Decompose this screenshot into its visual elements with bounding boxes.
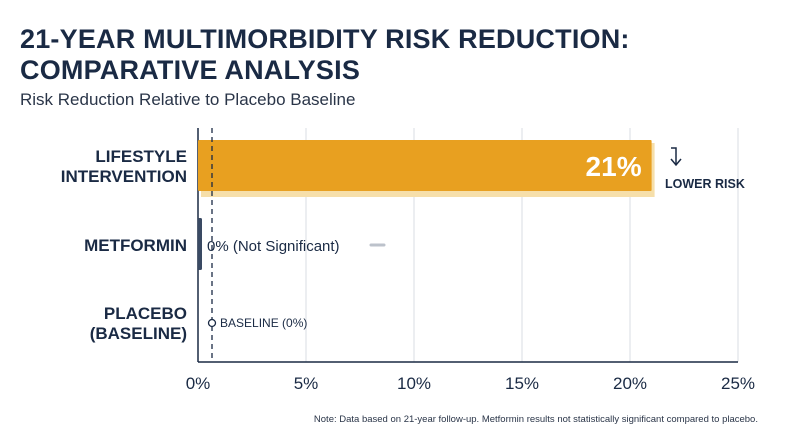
chart-title-line-2: COMPARATIVE ANALYSIS [20,55,361,85]
chart-subtitle: Risk Reduction Relative to Placebo Basel… [20,90,356,109]
x-tick-label: 20% [613,374,647,393]
chart-title-line-1: 21-YEAR MULTIMORBIDITY RISK REDUCTION: [20,24,630,54]
bar-metformin [198,218,202,270]
baseline-marker [207,318,217,328]
bar-lifestyle-intervention [198,140,652,191]
x-tick-label: 5% [294,374,319,393]
x-tick-label: 10% [397,374,431,393]
arrow-icon [671,147,677,164]
value-label: BASELINE (0%) [220,316,307,330]
category-label: LIFESTYLE INTERVENTION [61,147,187,186]
chart-title: 21-YEAR MULTIMORBIDITY RISK REDUCTION: C… [20,24,630,86]
x-tick-label: 25% [721,374,755,393]
value-label: 21% [586,151,642,182]
value-label: 0% (Not Significant) [207,238,340,255]
x-tick-label: 15% [505,374,539,393]
x-tick-label: 0% [186,374,211,393]
annotation-lower-risk: LOWER RISK [665,177,745,191]
footnote: Note: Data based on 21-year follow-up. M… [313,414,758,425]
arrow-head-icon [670,158,682,167]
category-label: PLACEBO (BASELINE) [90,304,187,343]
category-label: METFORMIN [84,236,187,255]
